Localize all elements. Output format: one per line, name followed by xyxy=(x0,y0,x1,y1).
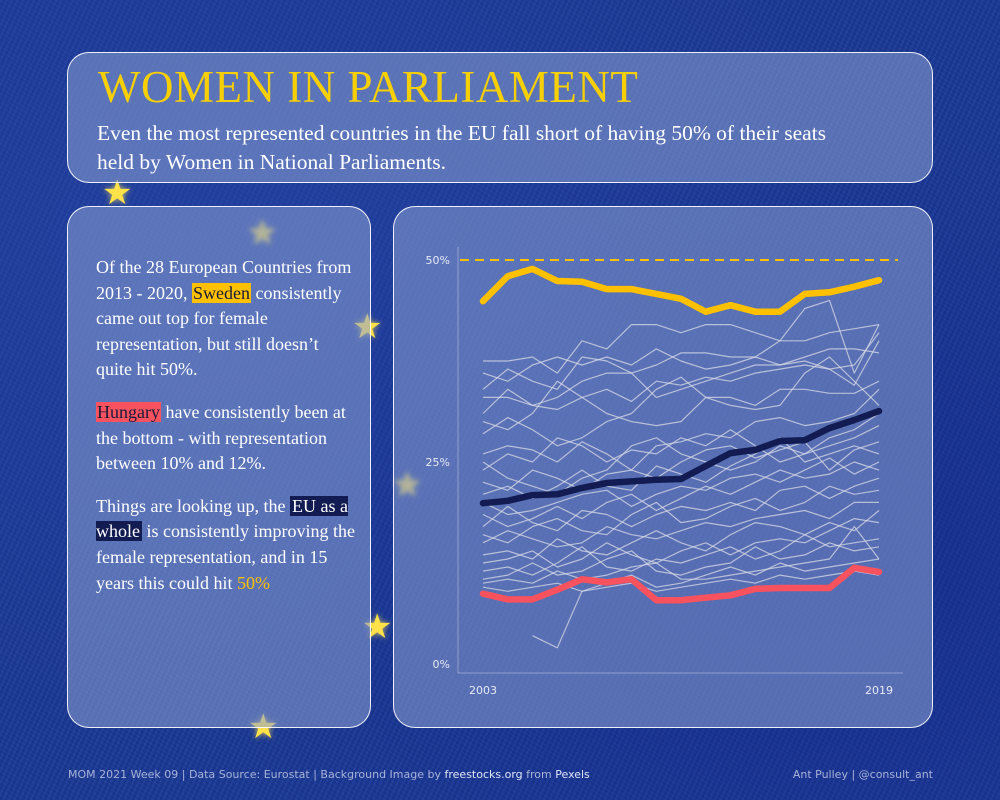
page-subtitle: Even the most represented countries in t… xyxy=(97,121,827,174)
series-line-country-d xyxy=(483,348,880,406)
y-tick-label: 0% xyxy=(433,658,450,671)
series-line-country-n xyxy=(482,477,880,532)
series-line-eu xyxy=(479,407,883,507)
footer-text: from xyxy=(522,768,556,781)
narrative-paragraph-sweden: Of the 28 European Countries from 2013 -… xyxy=(96,255,358,383)
chart-panel: 0% 25% 50% 2003 2019 xyxy=(393,206,933,728)
series-line-country-b xyxy=(482,299,880,382)
y-tick-label: 25% xyxy=(426,456,450,469)
footer-text: MOM 2021 Week 09 | Data Source: Eurostat… xyxy=(68,768,445,781)
series-line-country-p xyxy=(482,501,879,548)
series-line-country-c xyxy=(482,340,880,390)
footer-credits: MOM 2021 Week 09 | Data Source: Eurostat… xyxy=(68,768,590,781)
text-span: Of the 28 European Countries from 2013 -… xyxy=(96,257,352,303)
series-line-hungary xyxy=(479,564,883,604)
series-line-country-m xyxy=(482,461,880,528)
x-tick-label: 2019 xyxy=(865,684,893,697)
tick-labels: 0% 25% 50% 2003 2019 xyxy=(426,254,893,697)
chart-axes xyxy=(457,247,903,674)
narrative-text: Of the 28 European Countries from 2013 -… xyxy=(96,255,358,613)
series-line-country-j xyxy=(482,441,880,491)
page-title: WOMEN IN PARLIAMENT xyxy=(98,62,639,112)
line-chart: 0% 25% 50% 2003 2019 xyxy=(426,247,903,697)
series-line-country-q xyxy=(482,510,880,560)
text-span: Things are looking up, the xyxy=(96,495,290,516)
footer-author: Ant Pulley | @consult_ant xyxy=(792,768,933,781)
freestocks-link[interactable]: freestocks.org xyxy=(444,768,523,781)
series-line-country-e xyxy=(482,332,880,414)
series-line-country-o xyxy=(482,485,880,544)
highlight-lines xyxy=(479,265,883,604)
text-span: have consistently been at the bottom - w… xyxy=(96,401,346,474)
series-line-country-w xyxy=(482,570,880,592)
series-line-country-s xyxy=(482,534,880,576)
series-line-sweden xyxy=(479,265,883,315)
series-line-country-g xyxy=(482,356,880,447)
series-line-country-h xyxy=(482,388,880,471)
title-panel: WOMEN IN PARLIAMENT Even the most repres… xyxy=(67,52,933,183)
series-line-country-a xyxy=(483,324,880,374)
narrative-paragraph-hungary: Hungary have consistently been at the bo… xyxy=(96,400,358,477)
text-span: is consistently improving the female rep… xyxy=(96,521,355,593)
fifty-percent-highlight: 50% xyxy=(236,572,270,593)
hungary-highlight: Hungary xyxy=(96,401,161,422)
series-line-country-l xyxy=(482,457,880,516)
text-span: consistently came out top for female rep… xyxy=(96,282,342,380)
series-line-country-f xyxy=(482,380,880,431)
series-line-country-k xyxy=(482,437,880,499)
narrative-panel: Of the 28 European Countries from 2013 -… xyxy=(67,206,371,728)
pexels-link[interactable]: Pexels xyxy=(555,768,590,781)
sweden-highlight: Sweden xyxy=(192,282,251,303)
x-tick-label: 2003 xyxy=(469,684,497,697)
series-line-country-t xyxy=(482,542,880,580)
series-line-country-v xyxy=(532,558,880,649)
series-line-country-u xyxy=(482,526,880,584)
y-tick-label: 50% xyxy=(426,254,450,267)
narrative-paragraph-eu: Things are looking up, the EU as a whole… xyxy=(96,494,358,596)
